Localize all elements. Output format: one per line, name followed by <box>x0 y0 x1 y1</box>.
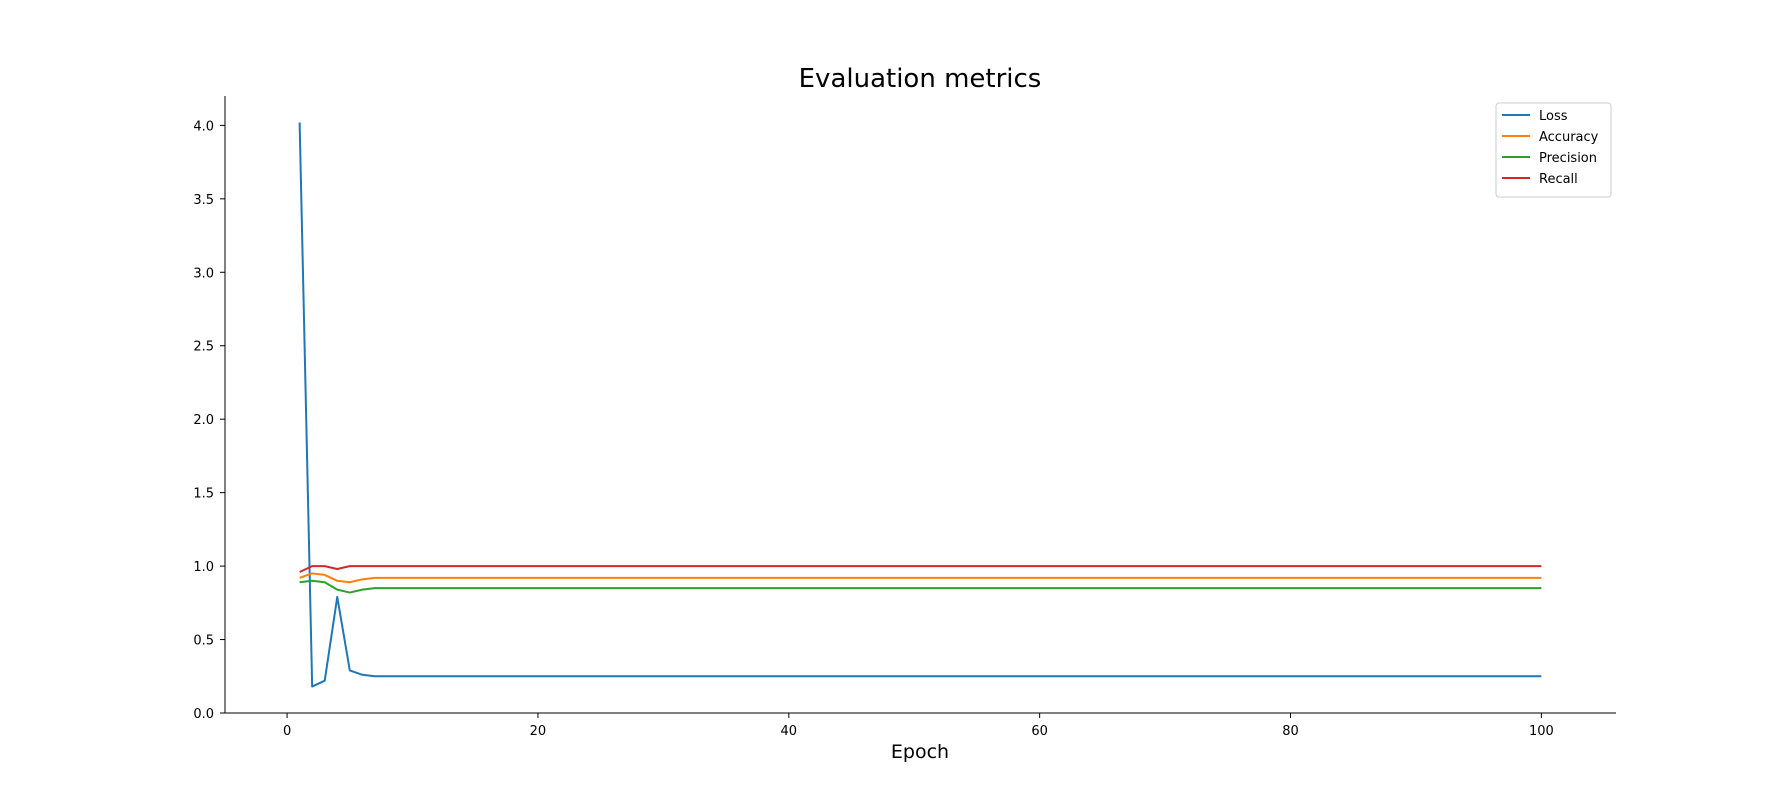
legend-label: Precision <box>1539 151 1597 166</box>
y-tick-label: 4.0 <box>193 119 214 134</box>
x-tick-label: 0 <box>283 724 291 739</box>
legend-label: Accuracy <box>1539 130 1599 145</box>
legend-label: Loss <box>1539 109 1568 124</box>
series-line-recall <box>299 565 1542 573</box>
legend: Loss Accuracy Precision Recall <box>1495 102 1612 198</box>
y-tick-label: 3.0 <box>193 266 214 281</box>
y-tick-label: 2.0 <box>193 413 214 428</box>
x-axis-label: Epoch <box>891 741 949 763</box>
legend-label: Recall <box>1539 172 1578 187</box>
y-tick-label: 0.5 <box>193 634 214 649</box>
axes: 0.0 0.5 1.0 1.5 2.0 2.5 3.0 3.5 4.0 0 20 40 60 80 100 <box>193 96 1616 739</box>
x-tick-label: 20 <box>530 724 547 739</box>
y-tick-label: 1.0 <box>193 560 214 575</box>
series-line-accuracy <box>299 572 1542 584</box>
legend-frame <box>1495 102 1612 198</box>
x-tick-label: 100 <box>1529 724 1554 739</box>
y-tick-label: 0.0 <box>193 707 214 722</box>
x-tick-label: 60 <box>1031 724 1048 739</box>
y-tick-label: 2.5 <box>193 340 214 355</box>
chart-title: Evaluation metrics <box>799 64 1042 94</box>
series-line-loss <box>298 122 1542 688</box>
y-tick-label: 1.5 <box>193 487 214 502</box>
series-line-precision <box>299 579 1542 594</box>
y-tick-label: 3.5 <box>193 193 214 208</box>
x-tick-label: 80 <box>1282 724 1299 739</box>
x-tick-label: 40 <box>781 724 798 739</box>
series-layer <box>298 122 1542 688</box>
